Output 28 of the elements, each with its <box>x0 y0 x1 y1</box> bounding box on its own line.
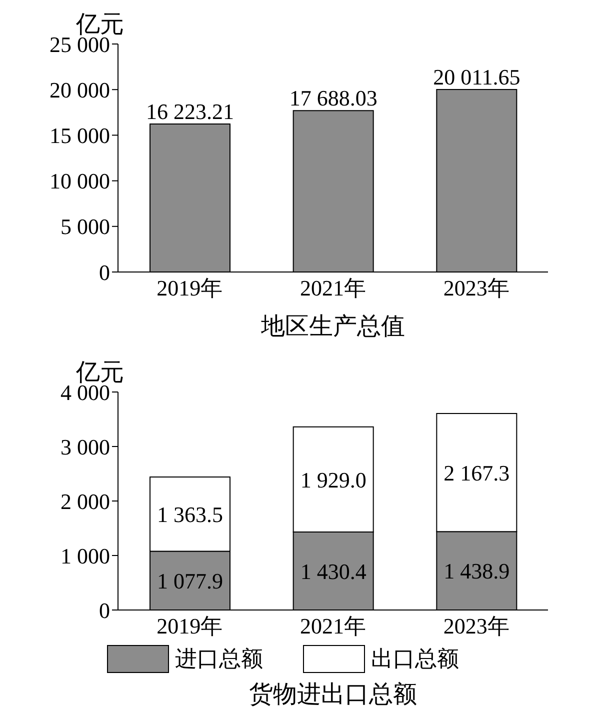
x-tick-label: 2023年 <box>443 614 510 639</box>
y-tick-label: 20 000 <box>50 77 110 102</box>
x-tick-label: 2019年 <box>156 614 223 639</box>
y-tick-label: 2 000 <box>60 488 110 514</box>
data-label: 2 167.3 <box>444 460 510 486</box>
data-label: 1 077.9 <box>157 568 223 594</box>
y-tick-label: 5 000 <box>60 214 110 240</box>
y-tick-label: 0 <box>99 260 110 285</box>
y-tick-label: 15 000 <box>50 123 110 148</box>
data-label: 20 011.65 <box>433 64 520 90</box>
y-tick-label: 10 000 <box>50 168 110 194</box>
data-label: 17 688.03 <box>289 86 378 111</box>
legend-label: 出口总额 <box>371 645 459 673</box>
data-label: 1 363.5 <box>157 502 223 527</box>
y-tick-label: 3 000 <box>60 434 110 460</box>
y-tick-label: 0 <box>99 598 110 623</box>
x-tick-label: 2019年 <box>156 276 223 301</box>
legend-label: 进口总额 <box>175 645 263 673</box>
data-label: 1 438.9 <box>444 558 510 584</box>
x-tick-label: 2023年 <box>443 276 510 301</box>
data-label: 16 223.21 <box>146 99 234 124</box>
x-tick-label: 2021年 <box>300 276 366 301</box>
data-label: 1 929.0 <box>300 467 366 492</box>
y-tick-label: 1 000 <box>60 543 110 568</box>
x-axis-title: 货物进出口总额 <box>248 680 418 710</box>
data-label: 1 430.4 <box>300 558 366 584</box>
x-tick-label: 2021年 <box>300 614 366 639</box>
x-axis-title: 地区生产总值 <box>260 313 406 342</box>
